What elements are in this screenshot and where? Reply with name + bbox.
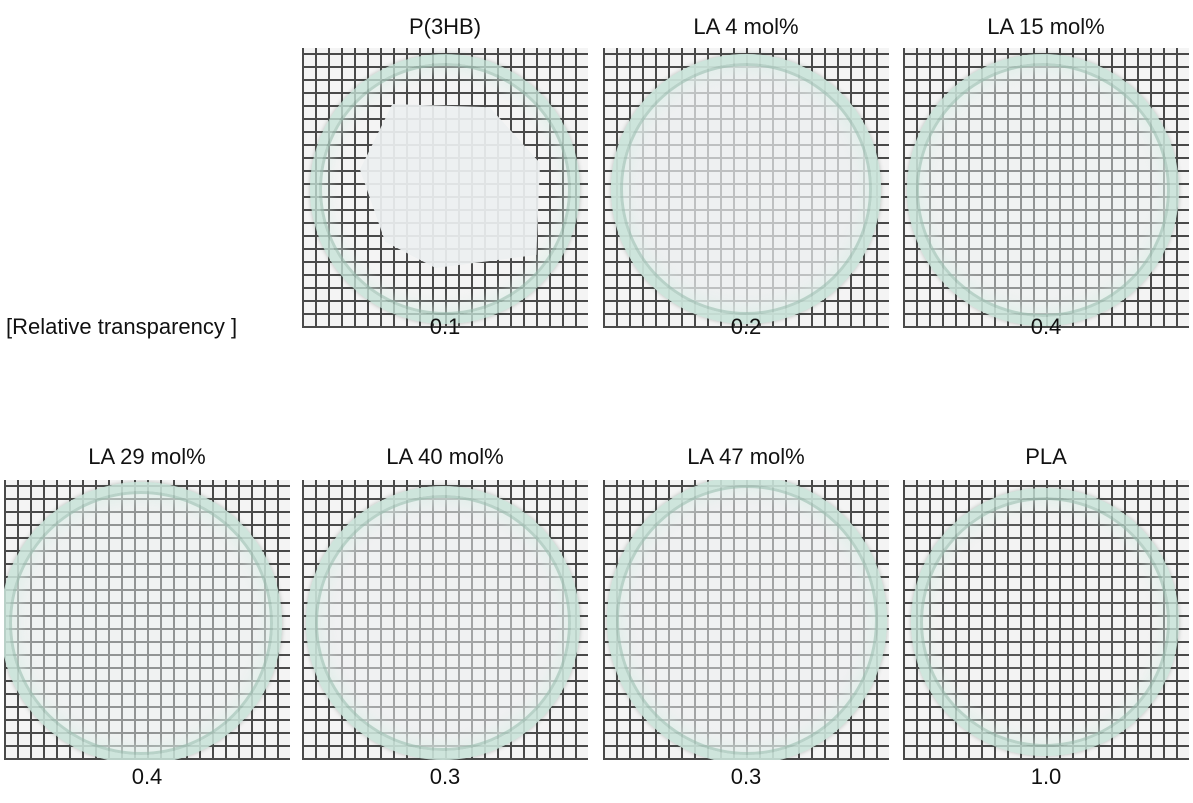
sample-photo-p3hb <box>302 48 588 328</box>
transparency-value-la-40: 0.3 <box>429 764 461 789</box>
sample-title-la-47: LA 47 mol% <box>687 444 805 469</box>
sample-photo-la-47 <box>603 480 889 760</box>
petri-dish <box>607 480 887 760</box>
sample-title-pla: PLA <box>1025 444 1067 469</box>
petri-dish <box>310 54 580 324</box>
sample-photo-la-4 <box>603 48 889 328</box>
petri-dish <box>911 488 1179 756</box>
sample-title-la-4: LA 4 mol% <box>693 14 799 39</box>
petri-dish <box>611 54 881 324</box>
p3hb-film <box>360 104 540 268</box>
transparency-value-p3hb: 0.1 <box>429 314 461 339</box>
sample-photo-la-15 <box>903 48 1189 328</box>
transparency-value-la-15: 0.4 <box>1030 314 1062 339</box>
sample-photo-la-40 <box>302 480 588 760</box>
row-label-relative-transparency: [Relative transparency ] <box>6 314 238 339</box>
sample-photo-la-29 <box>4 480 290 760</box>
petri-dish <box>306 486 580 760</box>
sample-title-la-15: LA 15 mol% <box>987 14 1105 39</box>
petri-dish <box>907 54 1179 326</box>
petri-dish <box>4 482 282 760</box>
sample-title-p3hb: P(3HB) <box>408 14 482 39</box>
sample-title-la-40: LA 40 mol% <box>386 444 504 469</box>
sample-title-la-29: LA 29 mol% <box>88 444 206 469</box>
transparency-value-la-29: 0.4 <box>131 764 163 789</box>
sample-photo-pla <box>903 480 1189 760</box>
transparency-value-la-4: 0.2 <box>730 314 762 339</box>
transparency-value-pla: 1.0 <box>1030 764 1062 789</box>
transparency-value-la-47: 0.3 <box>730 764 762 789</box>
